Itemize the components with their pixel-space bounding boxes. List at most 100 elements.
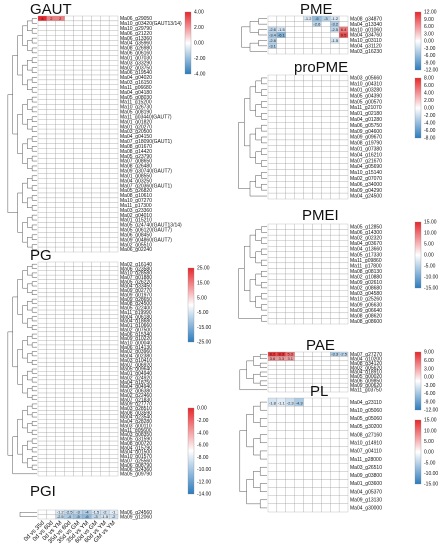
heatmap-cell (303, 246, 313, 252)
heatmap-cell (321, 360, 331, 366)
heatmap-cell (338, 234, 349, 241)
dendrogram-branch (261, 89, 267, 96)
gene-label: Ma04_g13660 (350, 247, 382, 253)
heatmap-cell (276, 122, 286, 129)
heatmap-cell (55, 471, 65, 477)
heatmap-cell (276, 251, 286, 258)
dendrogram-branch (244, 98, 250, 147)
heatmap-cell (82, 366, 92, 372)
colorbar-tick-label: 0.00 (424, 106, 434, 112)
heatmap-cell (100, 427, 110, 433)
heatmap-cell (82, 202, 92, 208)
heatmap-cell (338, 290, 349, 297)
heatmap-cell (321, 192, 331, 200)
heatmap-cell (312, 279, 322, 286)
heatmap-cell (91, 340, 101, 346)
heatmap-cell (321, 163, 331, 170)
heatmap-cell (330, 268, 340, 275)
heatmap-cell (64, 79, 74, 85)
dendrogram-branch (22, 410, 28, 429)
heatmap-cell (108, 283, 119, 289)
heatmap-cell (73, 148, 83, 154)
heatmap-cell (100, 344, 110, 350)
heatmap-cell (73, 318, 83, 324)
heatmap-cell (294, 86, 304, 93)
dendrogram-branch (31, 77, 37, 83)
heatmap-cell (64, 163, 74, 169)
heatmap-cell (100, 153, 110, 159)
heatmap-cell (64, 232, 74, 238)
heatmap-cell (276, 133, 286, 141)
heatmap-cell (285, 257, 295, 264)
colorbar-tick-label: 9.00 (424, 350, 434, 356)
heatmap-cell (82, 309, 92, 315)
heatmap-cell (91, 471, 101, 477)
heatmap-cell (91, 357, 101, 363)
heatmap-cell (330, 318, 340, 325)
heatmap-cell (37, 309, 48, 315)
heatmap-cell (55, 371, 65, 376)
dendrogram-branch (17, 35, 23, 76)
heatmap-cell (82, 314, 92, 319)
heatmap-cell (91, 449, 101, 455)
heatmap-cell (338, 37, 349, 44)
heatmap-cell (276, 21, 286, 28)
heatmap-cell (91, 292, 101, 298)
dendrogram-branch (31, 57, 37, 63)
heatmap-cell (108, 449, 119, 455)
colorbar (414, 419, 422, 485)
heatmap-cell (82, 212, 92, 218)
heatmap-cell (91, 45, 101, 51)
heatmap-cell (82, 423, 92, 429)
heatmap-cell (285, 86, 295, 93)
heatmap-cell (321, 26, 331, 33)
heatmap-cell (312, 301, 322, 308)
heatmap-cell (276, 378, 286, 384)
gene-label: Ma07_g27270 (350, 352, 382, 358)
heatmap-cell (55, 318, 65, 324)
heatmap-cell (37, 237, 48, 243)
heatmap-cell (82, 74, 92, 81)
colorbar-tick-label: -6.00 (424, 128, 436, 134)
heatmap-cell (321, 116, 331, 123)
heatmap-cell (37, 35, 48, 41)
heatmap-cell (330, 382, 340, 388)
heatmap-cell (91, 232, 101, 238)
heatmap-cell (303, 446, 313, 456)
heatmap-cell (285, 273, 295, 280)
heatmap-cell (303, 169, 313, 176)
dendrogram-branch (27, 99, 33, 110)
dendrogram-branch (255, 295, 262, 308)
heatmap-cell (312, 127, 322, 135)
dendrogram-branch (22, 375, 28, 394)
heatmap-cell (108, 301, 119, 306)
dendrogram-branch (259, 499, 267, 509)
heatmap-cell (321, 187, 331, 194)
heatmap-cell (91, 366, 101, 372)
heatmap-cell (267, 307, 278, 314)
heatmap-cell (100, 65, 110, 71)
heatmap-cell (46, 375, 56, 381)
heatmap-cell (73, 60, 83, 66)
heatmap-cell (267, 369, 278, 375)
heatmap-cell (73, 55, 83, 61)
heatmap-cell (312, 80, 322, 87)
dendrogram-branch (17, 418, 23, 455)
heatmap-cell (294, 382, 304, 388)
heatmap-cell (100, 331, 110, 337)
heatmap-cell (82, 362, 92, 367)
heatmap-cell (338, 74, 349, 82)
heatmap-cell (312, 26, 322, 33)
heatmap-cell (64, 183, 74, 189)
heatmap-cell (55, 227, 65, 233)
heatmap-cell (285, 192, 295, 200)
gene-label: Ma04_g33450 (120, 284, 152, 290)
heatmap-cell (64, 143, 74, 149)
heatmap-cell (330, 240, 340, 247)
heatmap-cell (108, 143, 119, 149)
heatmap-cell (91, 392, 101, 398)
gene-label: Ma09_g04290 (350, 188, 382, 194)
heatmap-cell (330, 273, 340, 280)
cell-value: 3.6 (270, 356, 276, 361)
